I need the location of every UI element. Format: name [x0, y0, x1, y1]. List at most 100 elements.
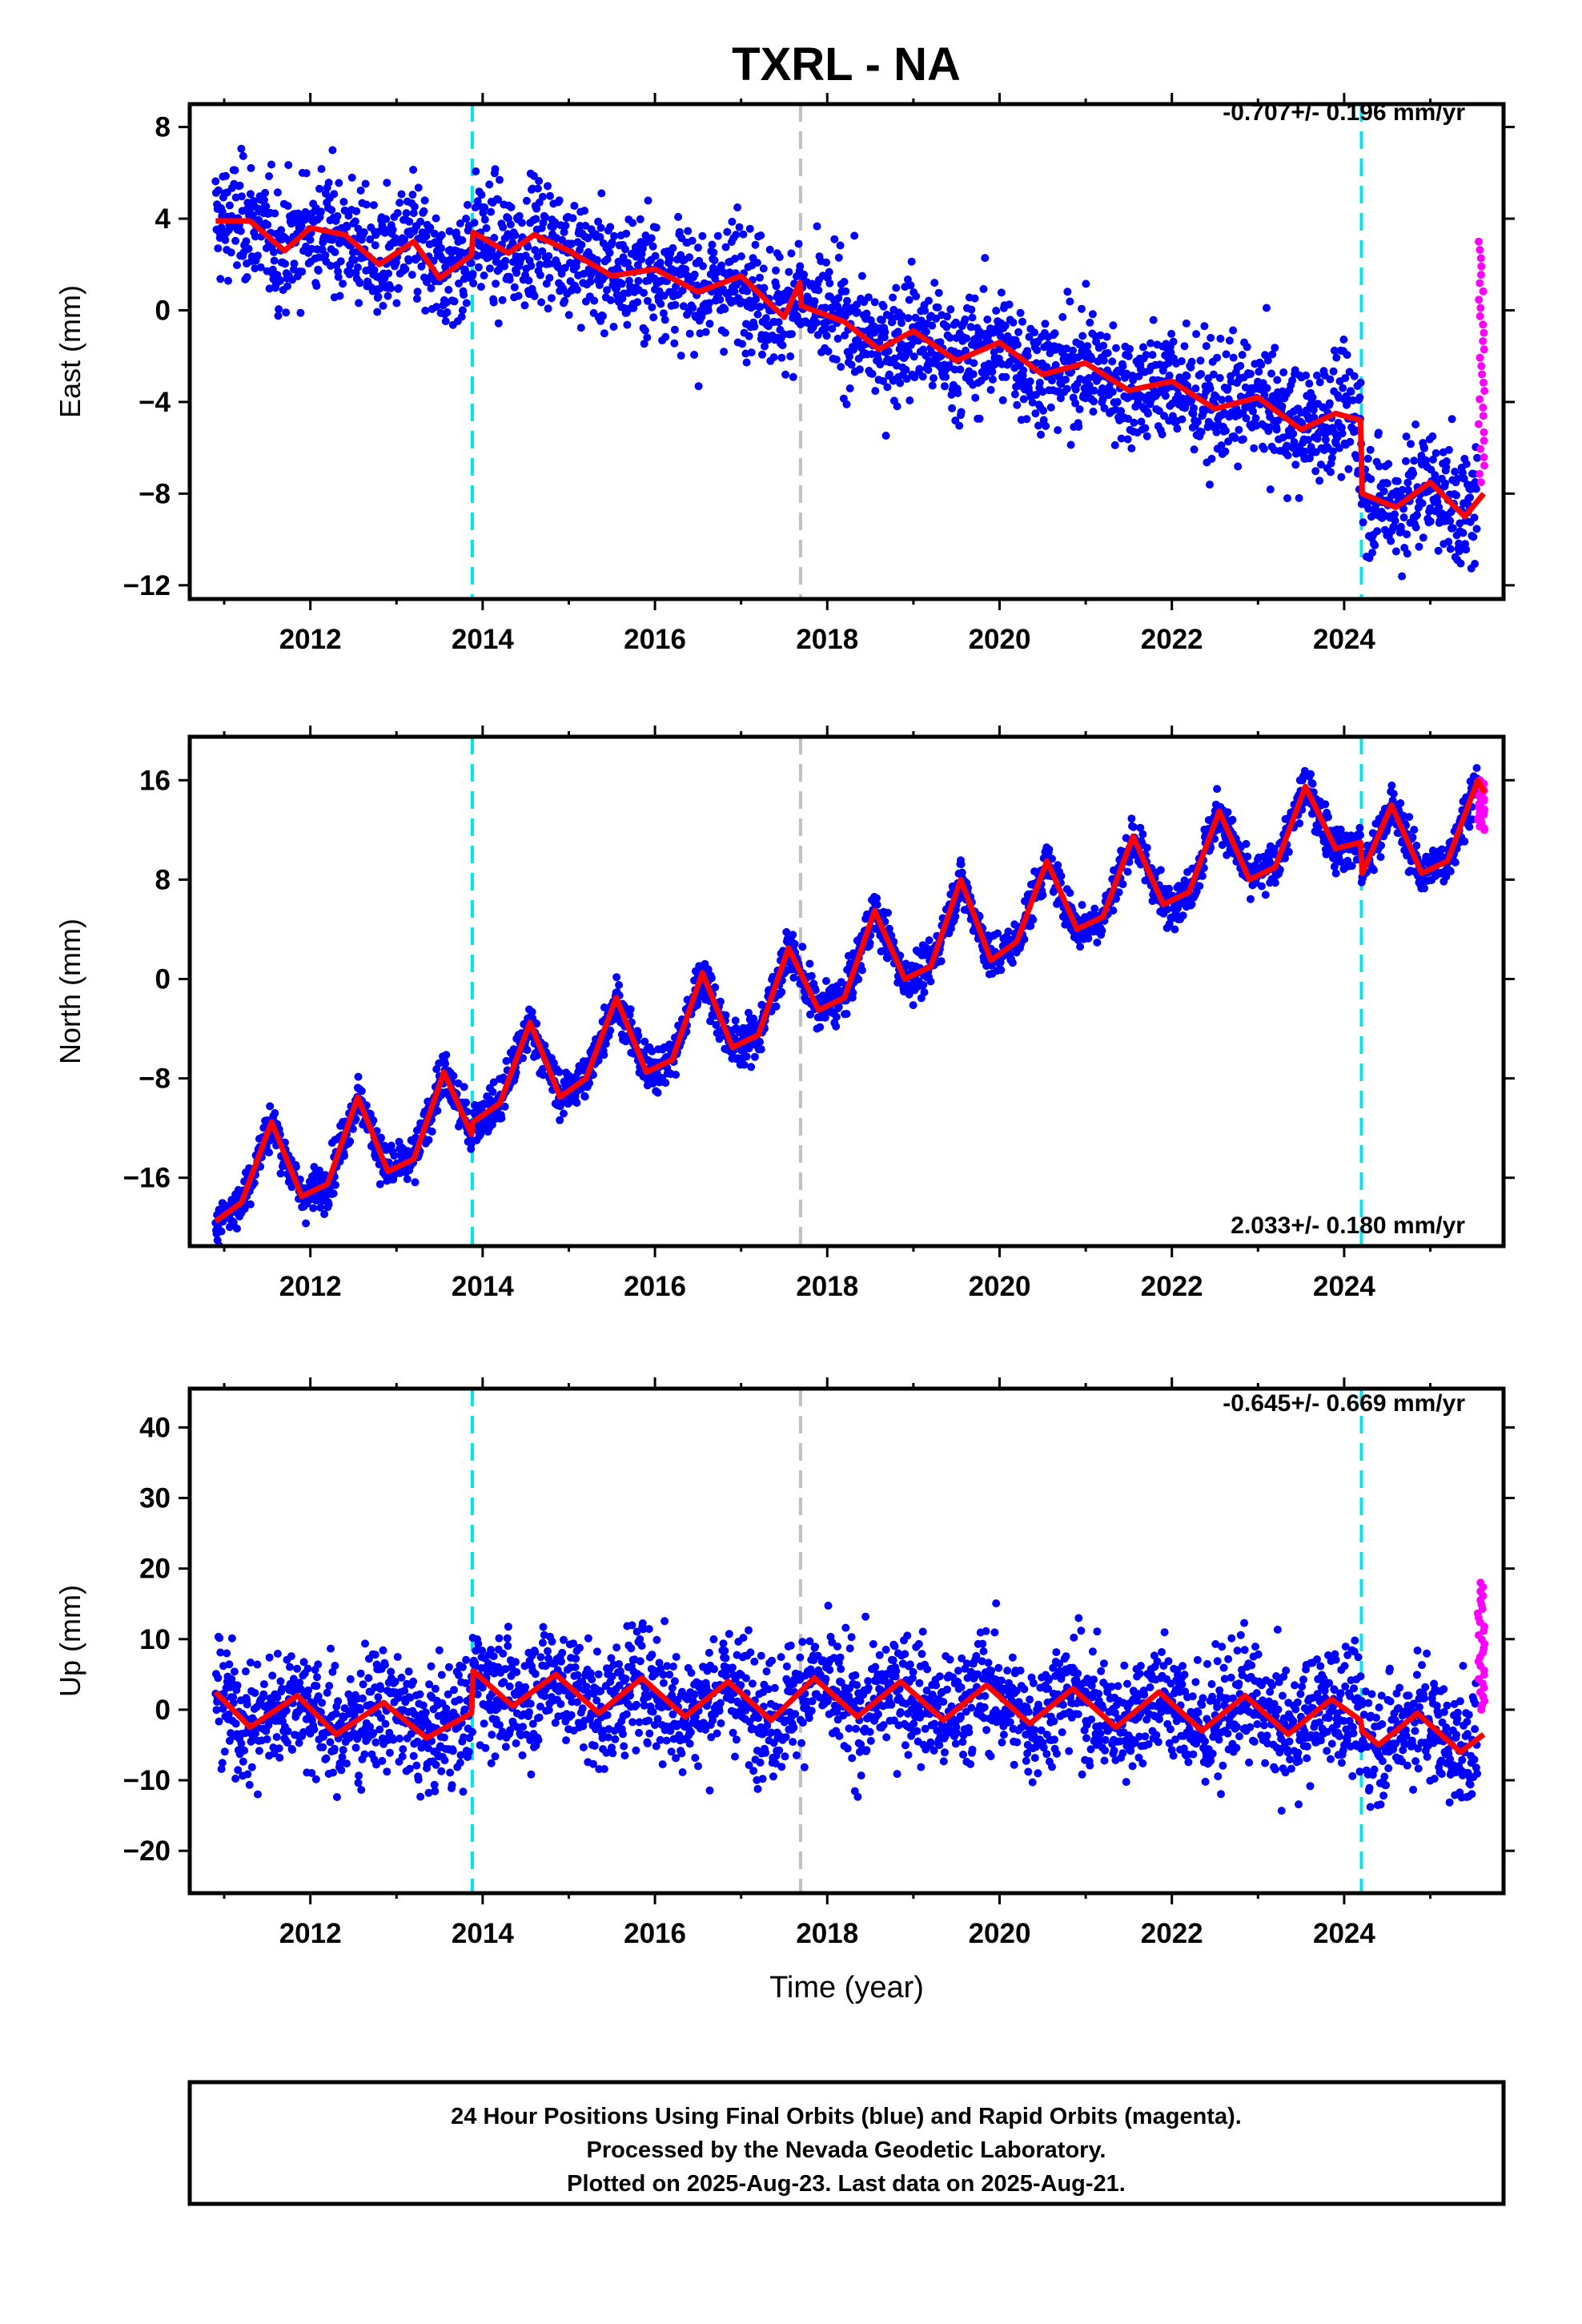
east-final-point [814, 286, 823, 295]
east-final-point [401, 265, 410, 274]
north-final-point [266, 1102, 275, 1111]
east-final-point [1444, 537, 1453, 546]
east-final-point [902, 375, 911, 384]
east-final-point [921, 306, 930, 315]
east-final-point [1238, 351, 1247, 360]
east-final-point [1099, 356, 1108, 365]
east-final-point [1192, 330, 1201, 339]
east-rapid-point [1480, 328, 1488, 337]
east-final-point [324, 179, 333, 187]
north-final-point [832, 1012, 841, 1021]
east-final-point [685, 329, 694, 338]
north-final-point [276, 1169, 285, 1178]
east-final-point [547, 294, 556, 303]
east-final-point [1127, 444, 1136, 452]
north-final-point [711, 983, 720, 991]
east-final-point [610, 231, 619, 240]
east-final-point [792, 304, 801, 312]
east-final-point [915, 364, 924, 373]
north-final-point [1275, 866, 1284, 875]
east-final-point [1089, 408, 1098, 416]
east-final-point [677, 352, 685, 360]
east-final-point [862, 309, 871, 318]
east-final-point [1346, 437, 1355, 446]
east-final-point [1164, 359, 1173, 368]
east-final-point [970, 294, 979, 303]
east-final-point [1428, 455, 1437, 464]
east-final-point [222, 171, 230, 180]
east-final-point [561, 221, 570, 230]
east-final-point [577, 240, 586, 249]
east-final-point [296, 308, 305, 317]
east-final-point [825, 279, 834, 287]
east-final-point [1471, 560, 1480, 568]
east-final-point [671, 300, 680, 309]
east-final-point [883, 383, 892, 392]
east-final-point [710, 256, 719, 265]
east-rapid-point [1478, 370, 1487, 379]
east-final-point [713, 231, 722, 240]
east-final-point [300, 215, 309, 224]
east-final-point [265, 284, 274, 293]
east-final-point [1459, 529, 1468, 537]
east-final-point [410, 203, 419, 211]
east-final-point [597, 189, 606, 198]
east-final-point [617, 279, 626, 288]
east-final-point [1126, 344, 1134, 353]
north-final-point [648, 1047, 656, 1055]
east-final-point [735, 223, 744, 231]
east-final-point [586, 277, 595, 286]
east-final-point [824, 347, 833, 356]
north-final-point [523, 1046, 532, 1055]
east-final-point [1367, 475, 1375, 484]
east-final-point [1139, 343, 1147, 352]
east-final-point [1371, 541, 1379, 549]
north-final-point [476, 1130, 485, 1139]
east-final-point [1259, 444, 1268, 453]
east-final-point [794, 239, 803, 248]
east-final-point [694, 382, 703, 391]
east-final-point [408, 191, 417, 199]
east-final-point [1435, 503, 1443, 512]
east-rapid-point [1475, 237, 1483, 246]
east-final-point [1038, 388, 1047, 396]
east-final-point [227, 248, 235, 257]
east-final-point [1470, 513, 1479, 522]
east-final-point [330, 190, 339, 199]
east-final-point [845, 352, 854, 360]
north-final-point [441, 1059, 450, 1068]
east-final-point [897, 319, 905, 328]
east-final-point [1103, 348, 1112, 357]
east-final-point [739, 230, 748, 239]
east-final-point [1472, 525, 1481, 533]
east-final-point [1347, 388, 1355, 396]
north-final-point [1112, 895, 1120, 903]
east-final-point [1165, 372, 1174, 380]
east-final-point [532, 204, 541, 213]
north-final-point [1090, 904, 1099, 913]
east-final-point [371, 241, 379, 250]
east-final-point [496, 175, 504, 184]
east-final-point [480, 215, 489, 224]
east-rapid-point [1475, 296, 1484, 304]
north-final-point [634, 1031, 643, 1040]
east-final-point [329, 235, 337, 243]
east-final-point [336, 257, 345, 266]
east-final-point [786, 352, 795, 360]
east-final-point [512, 268, 521, 277]
east-final-point [690, 270, 699, 279]
east-final-point [355, 279, 364, 287]
east-final-point [685, 253, 694, 262]
east-final-point [214, 244, 223, 253]
east-final-point [347, 173, 356, 182]
east-final-point [1338, 429, 1347, 438]
east-final-point [1016, 308, 1025, 317]
east-final-point [530, 171, 538, 180]
east-final-point [1018, 317, 1026, 326]
east-final-point [314, 266, 323, 275]
east-final-point [460, 291, 468, 299]
east-final-point [757, 231, 765, 239]
east-final-point [1308, 393, 1317, 402]
east-final-point [560, 263, 569, 272]
east-final-point [881, 328, 889, 336]
